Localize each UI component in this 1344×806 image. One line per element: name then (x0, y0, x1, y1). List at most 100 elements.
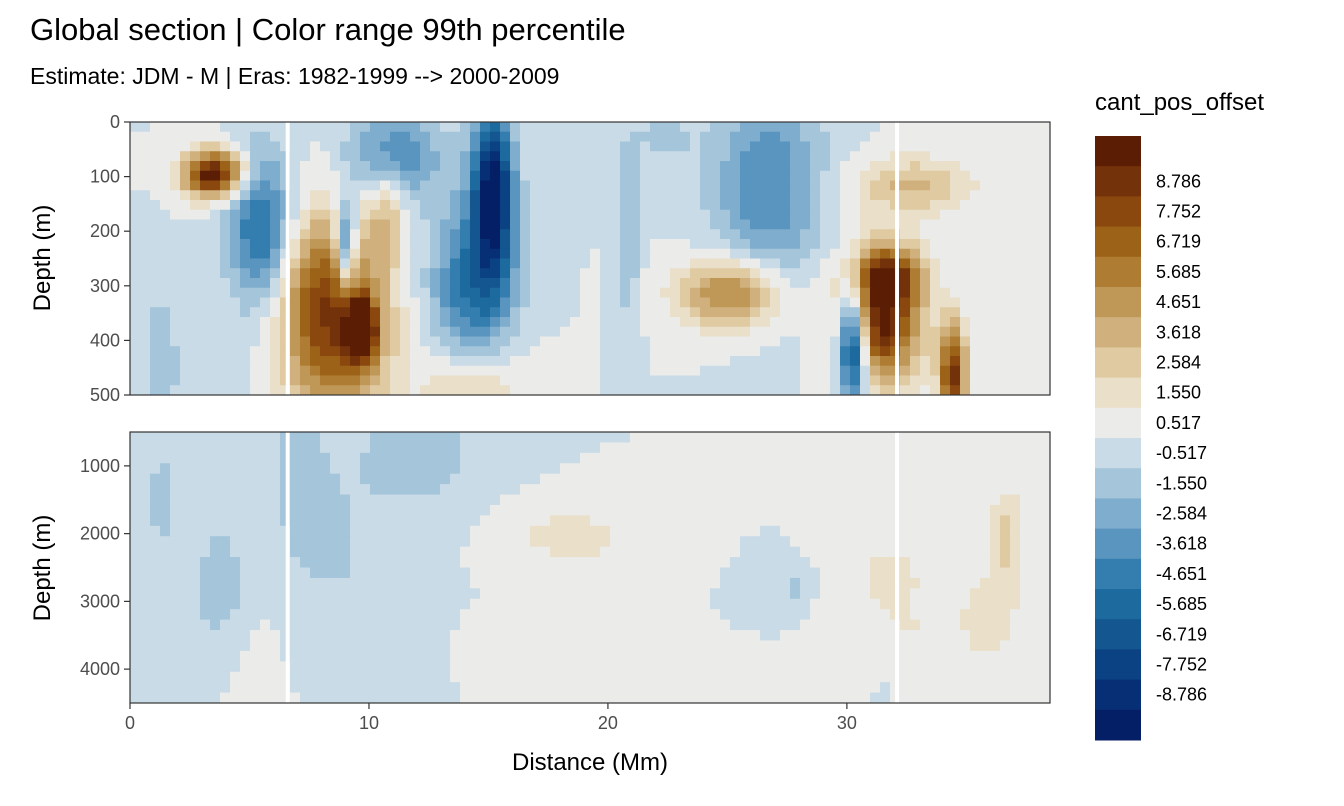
heatmap-cell (560, 248, 571, 260)
heatmap-cell (560, 432, 571, 444)
heatmap-cell (530, 268, 541, 279)
heatmap-cell (130, 375, 141, 386)
heatmap-cell (450, 229, 461, 240)
heatmap-cell (270, 692, 281, 703)
heatmap-cell (160, 200, 171, 211)
heatmap-cell (180, 122, 191, 133)
heatmap-cell (210, 473, 221, 485)
heatmap-cell (760, 567, 771, 579)
heatmap-cell (200, 546, 211, 558)
heatmap-cell (320, 671, 331, 683)
heatmap-cell (940, 536, 951, 548)
heatmap-cell (670, 504, 681, 516)
heatmap-cell (980, 278, 991, 289)
heatmap-cell (180, 452, 191, 464)
heatmap-cell (380, 463, 391, 475)
heatmap-cell (610, 432, 621, 444)
heatmap-cell (250, 525, 261, 537)
heatmap-cell (130, 473, 141, 485)
heatmap-cell (650, 588, 661, 600)
heatmap-cell (800, 336, 811, 347)
heatmap-cell (540, 567, 551, 579)
heatmap-cell (780, 346, 791, 357)
heatmap-cell (250, 219, 261, 230)
heatmap-cell (920, 122, 931, 133)
heatmap-cell (920, 326, 931, 338)
heatmap-cell (380, 375, 391, 386)
heatmap-cell (1040, 151, 1050, 162)
heatmap-cell (620, 567, 631, 579)
heatmap-cell (710, 287, 721, 299)
heatmap-cell (780, 297, 791, 308)
heatmap-cell (430, 336, 441, 347)
heatmap-cell (680, 209, 691, 221)
heatmap-cell (780, 385, 791, 395)
heatmap-cell (940, 567, 951, 579)
heatmap-cell (510, 515, 521, 527)
heatmap-cell (1030, 122, 1041, 133)
heatmap-cell (920, 525, 931, 537)
heatmap-cell (860, 375, 871, 386)
heatmap-cell (520, 473, 531, 485)
heatmap-cell (950, 346, 961, 357)
heatmap-cell (180, 375, 191, 386)
heatmap-cell (670, 577, 681, 589)
heatmap-cell (150, 278, 161, 289)
heatmap-cell (920, 682, 931, 694)
heatmap-cell (300, 504, 311, 516)
heatmap-cell (610, 671, 621, 683)
heatmap-cell (180, 287, 191, 299)
heatmap-cell (530, 297, 541, 308)
heatmap-cell (630, 161, 641, 172)
heatmap-cell (530, 219, 541, 230)
heatmap-cell (260, 630, 271, 642)
heatmap-cell (350, 484, 361, 496)
heatmap-cell (530, 161, 541, 172)
heatmap-cell (440, 336, 451, 347)
heatmap-cell (600, 588, 611, 600)
heatmap-cell (690, 463, 701, 475)
heatmap-cell (490, 336, 501, 347)
heatmap-cell (1000, 650, 1011, 662)
heatmap-cell (420, 546, 431, 558)
heatmap-cell (750, 170, 761, 182)
heatmap-cell (820, 577, 831, 589)
heatmap-cell (990, 598, 1001, 610)
heatmap-cell (540, 515, 551, 527)
heatmap-cell (300, 180, 311, 191)
heatmap-cell (730, 170, 741, 182)
heatmap-cell (160, 190, 171, 201)
y-tick-label: 200 (90, 221, 120, 241)
heatmap-cell (670, 356, 681, 367)
heatmap-cell (180, 671, 191, 683)
heatmap-cell (660, 473, 671, 485)
heatmap-cell (630, 473, 641, 485)
heatmap-cell (960, 442, 971, 454)
heatmap-cell (320, 473, 331, 485)
heatmap-cell (680, 356, 691, 367)
heatmap-cell (690, 297, 701, 308)
heatmap-cell (700, 248, 711, 260)
heatmap-cell (230, 619, 241, 631)
heatmap-cell (190, 619, 201, 631)
heatmap-cell (420, 219, 431, 230)
heatmap-cell (1030, 452, 1041, 464)
heatmap-cell (780, 692, 791, 703)
heatmap-cell (400, 278, 411, 289)
heatmap-cell (640, 609, 651, 621)
heatmap-cell (990, 190, 1001, 201)
heatmap-cell (160, 525, 171, 537)
heatmap-cell (950, 640, 961, 652)
heatmap-cell (180, 278, 191, 289)
heatmap-cell (570, 463, 581, 475)
heatmap-cell (630, 661, 641, 673)
heatmap-cell (220, 190, 231, 201)
heatmap-cell (720, 671, 731, 683)
heatmap-cell (730, 577, 741, 589)
heatmap-cell (740, 609, 751, 621)
heatmap-cell (200, 268, 211, 279)
heatmap-cell (450, 567, 461, 579)
heatmap-cell (810, 365, 821, 377)
heatmap-cell (790, 287, 801, 299)
